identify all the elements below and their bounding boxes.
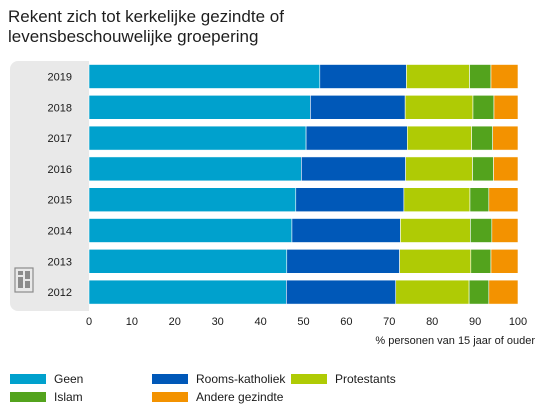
bar-2016-andere-gezindte — [493, 156, 519, 182]
x-tick-labels: 0 10 20 30 40 50 60 70 80 90 100 — [86, 316, 527, 328]
bar-2014-rooms-katholiek — [291, 218, 401, 243]
bar-2014-andere-gezindte — [491, 218, 519, 243]
bar-2018-andere-gezindte — [493, 95, 519, 120]
x-tick-label-70: 70 — [383, 316, 395, 328]
bar-2019-islam — [469, 64, 492, 89]
bar-2015-islam — [469, 187, 490, 212]
x-tick-label-90: 90 — [469, 316, 481, 328]
y-tick-label-2013: 2013 — [48, 256, 72, 268]
bar-2016-rooms-katholiek — [301, 156, 406, 182]
bar-2013-islam — [470, 249, 492, 274]
bar-2019-rooms-katholiek — [319, 64, 407, 89]
x-axis-label: % personen van 15 jaar of ouder — [375, 335, 535, 347]
bar-2012-geen — [88, 279, 287, 305]
y-tick-label-2016: 2016 — [48, 164, 72, 176]
y-tick-label-2018: 2018 — [48, 102, 72, 114]
chart-title-line-1: Rekent zich tot kerkelijke gezindte of — [8, 7, 284, 26]
bar-2015-rooms-katholiek — [295, 187, 405, 212]
x-tick-label-0: 0 — [86, 316, 92, 328]
bar-2015-protestants — [403, 187, 471, 212]
bar-2015-andere-gezindte — [488, 187, 519, 212]
bar-2014-protestants — [400, 218, 471, 243]
bar-2018-islam — [472, 95, 495, 120]
bar-2017-protestants — [407, 125, 472, 151]
bar-2017-rooms-katholiek — [305, 125, 408, 151]
bar-2016-islam — [472, 156, 494, 182]
bar-2015-geen — [88, 187, 297, 212]
x-tick-label-60: 60 — [340, 316, 352, 328]
bar-2013-rooms-katholiek — [286, 249, 400, 274]
bar-2018-geen — [88, 95, 311, 120]
y-tick-label-2015: 2015 — [48, 195, 72, 207]
bar-2014-islam — [470, 218, 493, 243]
bar-2013-protestants — [399, 249, 472, 274]
bar-2012-islam — [468, 279, 490, 305]
bar-2016-protestants — [405, 156, 473, 182]
bar-2017-geen — [88, 125, 307, 151]
chart-title: Rekent zich tot kerkelijke gezindte of l… — [8, 7, 284, 47]
bar-2016-geen — [88, 156, 302, 182]
bar-2019-geen — [88, 64, 321, 89]
bar-2013-andere-gezindte — [490, 249, 519, 274]
cbs-logo-icon — [14, 267, 34, 293]
x-tick-label-10: 10 — [126, 316, 138, 328]
bar-2014-geen — [88, 218, 293, 243]
bar-2018-protestants — [404, 95, 474, 120]
x-tick-label-30: 30 — [212, 316, 224, 328]
y-tick-label-2017: 2017 — [48, 133, 72, 145]
x-tick-label-40: 40 — [254, 316, 266, 328]
y-tick-label-2014: 2014 — [48, 226, 72, 238]
x-tick-label-50: 50 — [297, 316, 309, 328]
chart-title-line-2: levensbeschouwelijke groepering — [8, 27, 259, 46]
bar-2012-andere-gezindte — [488, 279, 519, 305]
bars-group — [88, 64, 519, 305]
bar-2017-islam — [471, 125, 493, 151]
bar-2019-protestants — [406, 64, 470, 89]
bar-2018-rooms-katholiek — [310, 95, 406, 120]
bar-2012-rooms-katholiek — [286, 279, 397, 305]
bar-2017-andere-gezindte — [492, 125, 519, 151]
y-tick-label-2012: 2012 — [48, 287, 72, 299]
bar-2013-geen — [88, 249, 288, 274]
y-tick-label-2019: 2019 — [48, 72, 72, 84]
x-tick-label-100: 100 — [509, 316, 527, 328]
bar-2019-andere-gezindte — [490, 64, 519, 89]
y-tick-labels: 2019 2018 2017 2016 2015 2014 2013 2012 — [48, 72, 72, 300]
x-tick-label-80: 80 — [426, 316, 438, 328]
bar-2012-protestants — [395, 279, 470, 305]
x-tick-label-20: 20 — [169, 316, 181, 328]
